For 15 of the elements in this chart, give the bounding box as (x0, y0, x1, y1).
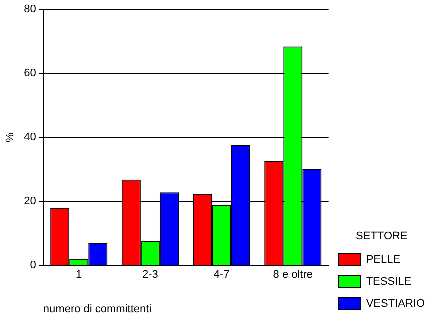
x-axis-title: numero di committenti (43, 303, 152, 316)
legend-title: SETTORE (356, 230, 408, 242)
y-tick-label: 40 (24, 132, 36, 144)
legend-label: VESTIARIO (366, 298, 426, 310)
x-tick-label: 8 e oltre (273, 269, 314, 282)
y-axis-title: % (4, 132, 17, 142)
y-tick-label: 60 (24, 68, 36, 80)
x-tick-label: 4-7 (214, 269, 230, 282)
legend-label: PELLE (366, 254, 401, 266)
x-tick-label: 1 (76, 269, 82, 282)
y-tick-label: 80 (24, 4, 36, 16)
x-tick-label: 2-3 (142, 269, 158, 282)
y-tick-label: 0 (30, 260, 36, 272)
legend-label: TESSILE (366, 276, 412, 288)
y-tick-label: 20 (24, 196, 36, 208)
